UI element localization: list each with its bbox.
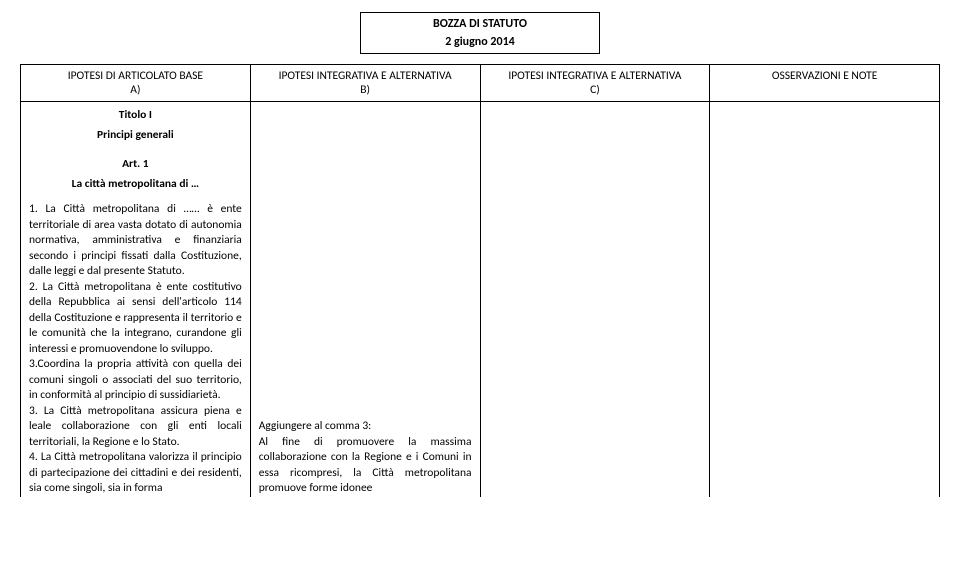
subtitolo: Principi generali <box>29 128 242 144</box>
col-a-body: Titolo I Principi generali Art. 1 La cit… <box>21 102 251 497</box>
col-b-header: IPOTESI INTEGRATIVA E ALTERNATIVA B) <box>250 65 480 102</box>
header-box: BOZZA DI STATUTO 2 giugno 2014 <box>360 12 600 54</box>
doc-date: 2 giugno 2014 <box>361 35 599 49</box>
col-c-line1: IPOTESI INTEGRATIVA E ALTERNATIVA <box>508 69 681 83</box>
para-3: 3.Coordina la propria attività con quell… <box>29 357 242 404</box>
para-2: 2. La Città metropolitana è ente costitu… <box>29 280 242 358</box>
col-b-body: Aggiungere al comma 3: Al fine di promuo… <box>250 102 480 497</box>
statuto-table: IPOTESI DI ARTICOLATO BASE A) IPOTESI IN… <box>20 64 940 497</box>
col-b-add: Aggiungere al comma 3: <box>259 419 472 435</box>
col-a-header: IPOTESI DI ARTICOLATO BASE A) <box>21 65 251 102</box>
col-a-line2: A) <box>130 83 140 97</box>
doc-title: BOZZA DI STATUTO <box>361 17 599 31</box>
col-a-line1: IPOTESI DI ARTICOLATO BASE <box>68 69 203 83</box>
col-d-line1: OSSERVAZIONI E NOTE <box>772 69 878 83</box>
col-c-body <box>480 102 710 497</box>
para-5: 4. La Città metropolitana valorizza il p… <box>29 450 242 497</box>
col-d-header: OSSERVAZIONI E NOTE <box>710 65 940 102</box>
col-c-header: IPOTESI INTEGRATIVA E ALTERNATIVA C) <box>480 65 710 102</box>
header-row: IPOTESI DI ARTICOLATO BASE A) IPOTESI IN… <box>21 65 940 102</box>
col-b-text: Al fine di promuovere la massima collabo… <box>259 435 472 497</box>
para-4: 3. La Città metropolitana assicura piena… <box>29 404 242 451</box>
titolo: Titolo I <box>29 108 242 124</box>
col-c-line2: C) <box>590 83 600 97</box>
art-num: Art. 1 <box>29 157 242 173</box>
col-b-line1: IPOTESI INTEGRATIVA E ALTERNATIVA <box>279 69 452 83</box>
col-d-body <box>710 102 940 497</box>
col-b-line2: B) <box>360 83 370 97</box>
art-title: La città metropolitana di … <box>29 177 242 193</box>
body-row: Titolo I Principi generali Art. 1 La cit… <box>21 102 940 497</box>
para-1: 1. La Città metropolitana di …… è ente t… <box>29 202 242 280</box>
